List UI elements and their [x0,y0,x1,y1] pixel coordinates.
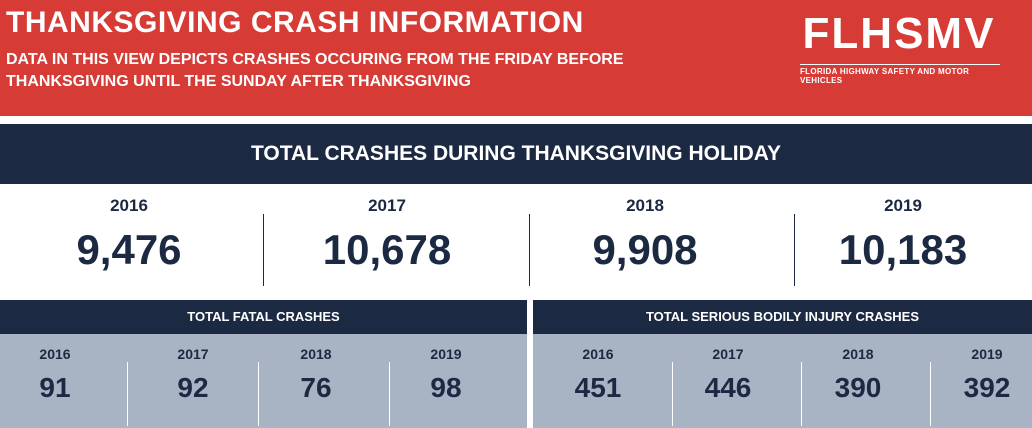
fatal-year: 2016 [39,346,71,362]
fatal-value: 98 [430,372,462,403]
page-subtitle: DATA IN THIS VIEW DEPICTS CRASHES OCCURI… [6,51,624,90]
total-cell-2017: 2017 10,678 [258,184,516,294]
fatal-year: 2019 [430,346,462,362]
divider [672,362,673,426]
injury-cell-2017: 2017 446 [663,334,793,428]
total-cell-2016: 2016 9,476 [0,184,258,294]
injury-cell-2016: 2016 451 [533,334,663,428]
total-cell-2018: 2018 9,908 [516,184,774,294]
total-value: 9,476 [76,226,182,273]
divider [0,116,1032,124]
fatal-value: 91 [39,372,71,403]
divider [258,362,259,426]
injury-value: 392 [963,372,1011,403]
total-crashes-title: TOTAL CRASHES DURING THANKSGIVING HOLIDA… [0,124,1032,184]
injury-crashes-title: TOTAL SERIOUS BODILY INJURY CRASHES [533,300,1032,334]
total-year: 2019 [884,196,922,215]
fatal-cell-2017: 2017 92 [128,334,258,428]
injury-cell-2018: 2018 390 [793,334,923,428]
total-value: 10,183 [838,226,968,273]
injury-cell-2019: 2019 392 [931,334,1032,428]
fatal-cell-2018: 2018 76 [258,334,374,428]
divider [930,362,931,426]
total-year: 2018 [626,196,664,215]
fatal-crashes-panel: TOTAL FATAL CRASHES 2016 91 2017 92 2018… [0,300,527,428]
injury-value: 446 [704,372,752,403]
total-value: 9,908 [592,226,698,273]
fatal-value: 92 [177,372,209,403]
logo-rule [800,64,1000,65]
divider [127,362,128,426]
flhsmv-logo: FLHSMV FLORIDA HIGHWAY SAFETY AND MOTOR … [796,9,1006,85]
total-year: 2016 [110,196,148,215]
divider [389,362,390,426]
injury-year: 2017 [712,346,744,362]
injury-year: 2018 [842,346,874,362]
injury-crashes-panel: TOTAL SERIOUS BODILY INJURY CRASHES 2016… [533,300,1032,428]
total-value: 10,678 [322,226,452,273]
divider [794,214,795,286]
injury-year: 2019 [971,346,1003,362]
divider [529,214,530,286]
divider [263,214,264,286]
logo-wordmark: FLHSMV [802,9,996,58]
page-title: THANKSGIVING CRASH INFORMATION [6,6,584,39]
divider [801,362,802,426]
total-cell-2019: 2019 10,183 [774,184,1032,294]
injury-value: 390 [834,372,882,403]
fatal-year: 2018 [300,346,332,362]
fatal-crashes-title: TOTAL FATAL CRASHES [0,300,527,334]
fatal-cell-2016: 2016 91 [0,334,110,428]
header-banner: THANKSGIVING CRASH INFORMATION DATA IN T… [0,0,1032,116]
injury-year: 2016 [582,346,614,362]
total-year: 2017 [368,196,406,215]
fatal-value: 76 [300,372,332,403]
injury-value: 451 [574,372,622,403]
fatal-cell-2019: 2019 98 [390,334,502,428]
fatal-year: 2017 [177,346,209,362]
logo-tagline: FLORIDA HIGHWAY SAFETY AND MOTOR VEHICLE… [800,67,970,85]
total-crashes-row: 2016 9,476 2017 10,678 2018 9,908 2019 1… [0,184,1032,294]
